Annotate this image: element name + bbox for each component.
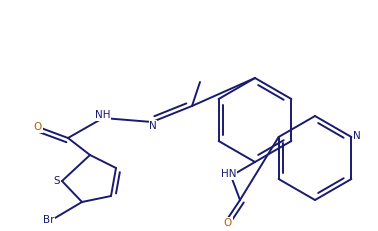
Text: NH: NH <box>95 110 111 120</box>
Text: O: O <box>224 218 232 228</box>
Text: S: S <box>54 176 60 186</box>
Text: Br: Br <box>43 215 55 225</box>
Text: O: O <box>34 122 42 132</box>
Text: N: N <box>149 121 157 131</box>
Text: HN: HN <box>221 169 237 179</box>
Text: N: N <box>353 131 361 141</box>
